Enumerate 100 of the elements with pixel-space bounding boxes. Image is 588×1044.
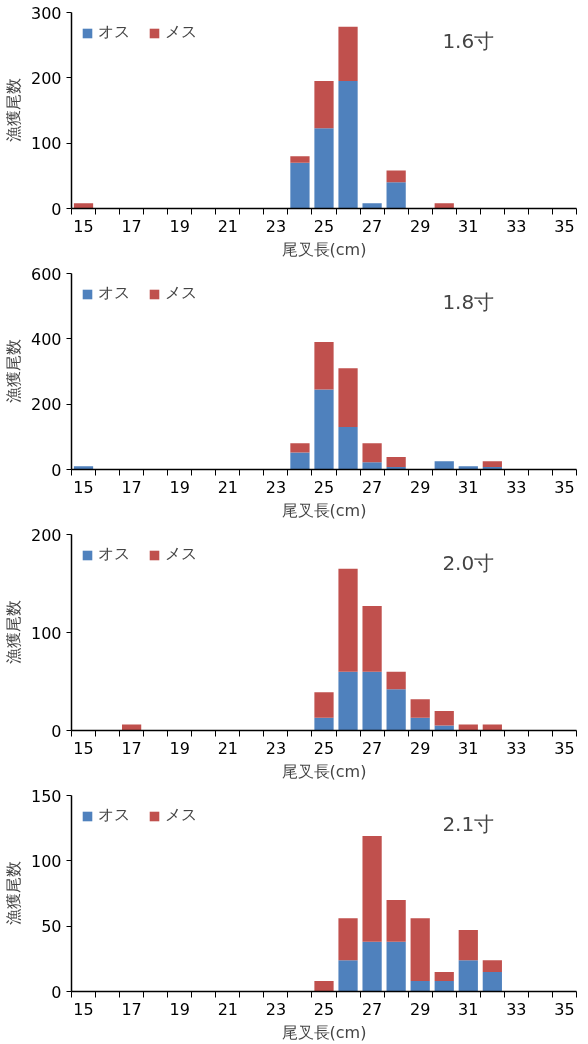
- x-tick-label: 27: [361, 999, 383, 1019]
- x-tick-label: 21: [217, 999, 238, 1019]
- x-tick-label: 35: [554, 999, 575, 1019]
- x-tick-label: 19: [169, 999, 190, 1019]
- x-tick-label: 19: [169, 216, 190, 236]
- x-tick-label: 27: [361, 738, 383, 758]
- x-tick-label: 17: [121, 216, 142, 236]
- y-axis-title: 漁獲尾数: [3, 78, 23, 143]
- y-tick-label: 100: [30, 623, 62, 643]
- bar: [386, 182, 406, 209]
- bar: [458, 466, 478, 470]
- x-tick-label: 25: [313, 738, 335, 758]
- y-tick-label: 600: [30, 264, 62, 284]
- y-tick-label: 200: [30, 68, 62, 88]
- bar: [458, 930, 478, 961]
- bar: [338, 918, 358, 961]
- bar: [290, 156, 310, 163]
- legend-label: オス: [98, 22, 130, 43]
- bar: [314, 128, 334, 209]
- bar: [482, 960, 502, 972]
- y-axis-title: 漁獲尾数: [3, 339, 23, 404]
- x-tick-label: 19: [169, 738, 190, 758]
- y-tick-label: 0: [51, 721, 62, 741]
- legend-label: オス: [98, 805, 130, 826]
- x-tick-label: 35: [554, 216, 575, 236]
- bar: [73, 466, 94, 470]
- bar: [338, 427, 358, 470]
- legend-label: オス: [98, 283, 130, 304]
- bar: [410, 699, 430, 718]
- x-tick-label: 27: [361, 216, 383, 236]
- bar: [290, 443, 310, 453]
- bar: [362, 443, 382, 463]
- bar: [338, 26, 358, 82]
- bar: [434, 203, 454, 209]
- bar: [410, 717, 430, 731]
- bar: [434, 710, 454, 726]
- bar: [458, 960, 478, 992]
- bar: [362, 462, 382, 470]
- bar: [314, 342, 334, 390]
- x-tick-label: 31: [458, 738, 479, 758]
- x-tick-label: 35: [554, 738, 575, 758]
- x-tick-label: 25: [313, 999, 335, 1019]
- x-tick-label: 23: [265, 999, 287, 1019]
- bar: [338, 368, 358, 428]
- x-tick-label: 27: [361, 477, 383, 497]
- text: 2.1寸: [442, 811, 495, 836]
- bar: [338, 568, 358, 672]
- x-tick-label: 23: [265, 477, 287, 497]
- x-tick-label: 17: [121, 738, 142, 758]
- bar: [362, 941, 382, 992]
- bar: [386, 457, 406, 467]
- x-tick-label: 15: [73, 477, 94, 497]
- y-tick-label: 100: [30, 851, 62, 871]
- bar: [314, 81, 334, 129]
- x-tick-label: 31: [458, 477, 479, 497]
- bar: [338, 960, 358, 992]
- bar: [290, 162, 310, 209]
- x-tick-label: 35: [554, 477, 575, 497]
- x-tick-label: 15: [73, 216, 94, 236]
- x-tick-label: 31: [458, 999, 479, 1019]
- legend-label: メス: [165, 283, 197, 304]
- x-tick-label: 25: [313, 216, 335, 236]
- y-tick-label: 400: [30, 329, 62, 349]
- x-tick-label: 29: [410, 999, 431, 1019]
- bar: [362, 671, 382, 731]
- x-tick-label: 17: [121, 477, 142, 497]
- y-tick-label: 200: [30, 525, 62, 545]
- y-tick-label: 0: [51, 460, 62, 480]
- y-tick-label: 100: [30, 134, 62, 154]
- x-axis-title: 尾叉長(cm): [281, 500, 367, 520]
- x-tick-label: 25: [313, 477, 335, 497]
- x-tick-label: 19: [169, 477, 190, 497]
- bar: [482, 971, 502, 992]
- x-tick-label: 21: [217, 477, 238, 497]
- x-tick-label: 31: [458, 216, 479, 236]
- bar: [314, 717, 334, 731]
- y-tick-label: 300: [30, 3, 62, 23]
- y-tick-label: 0: [51, 982, 62, 1002]
- x-tick-label: 23: [265, 738, 287, 758]
- bar: [386, 170, 406, 183]
- legend-label: メス: [165, 22, 197, 43]
- bar: [73, 203, 94, 209]
- bar: [434, 981, 454, 992]
- bar: [482, 461, 502, 467]
- bar: [314, 692, 334, 718]
- bar: [362, 203, 382, 209]
- bar: [434, 461, 454, 470]
- x-axis-title: 尾叉長(cm): [281, 239, 367, 259]
- bar: [290, 452, 310, 470]
- x-tick-label: 15: [73, 999, 94, 1019]
- y-axis-title: 漁獲尾数: [3, 600, 23, 665]
- x-tick-label: 23: [265, 216, 287, 236]
- x-tick-label: 33: [506, 999, 527, 1019]
- bar: [362, 606, 382, 672]
- x-tick-label: 33: [506, 477, 527, 497]
- y-tick-label: 50: [41, 917, 62, 937]
- x-tick-label: 33: [506, 738, 527, 758]
- bar: [362, 836, 382, 942]
- text: 1.8寸: [442, 289, 495, 314]
- bar: [434, 971, 454, 982]
